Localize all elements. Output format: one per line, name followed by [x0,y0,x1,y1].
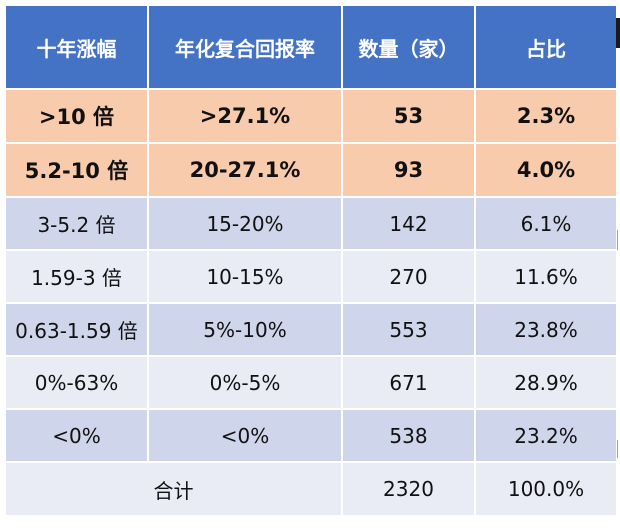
total-label: 合计 [4,461,343,517]
total-share: 100.0% [474,461,618,517]
cell-share: 4.0% [474,142,618,198]
cell-cagr: >27.1% [147,88,343,144]
cell-cagr: 0%-5% [147,355,343,410]
table-row: 5.2-10 倍 20-27.1% 93 4.0% [4,142,618,198]
total-count: 2320 [341,461,476,517]
cell-count: 93 [341,142,476,198]
cell-count: 270 [341,249,476,304]
cell-share: 28.9% [474,355,618,410]
cell-count: 538 [341,408,476,463]
cell-share: 23.8% [474,302,618,357]
cell-count: 142 [341,196,476,251]
cell-count: 671 [341,355,476,410]
cell-share: 6.1% [474,196,618,251]
table-row: 3-5.2 倍 15-20% 142 6.1% [4,196,618,251]
table-row: 0%-63% 0%-5% 671 28.9% [4,355,618,410]
total-row: 合计 2320 100.0% [4,461,618,517]
header-annualized-cagr: 年化复合回报率 [147,4,343,90]
cell-cagr: <0% [147,408,343,463]
edge-tick [617,440,618,458]
table-row: <0% <0% 538 23.2% [4,408,618,463]
returns-table-container: 十年涨幅 年化复合回报率 数量（家） 占比 >10 倍 >27.1% 53 2.… [4,4,618,517]
cell-share: 11.6% [474,249,618,304]
cell-range: 5.2-10 倍 [4,142,149,198]
cell-range: <0% [4,408,149,463]
cell-count: 53 [341,88,476,144]
cell-range: 0.63-1.59 倍 [4,302,149,357]
header-ten-year-gain: 十年涨幅 [4,4,149,90]
cell-range: 0%-63% [4,355,149,410]
header-share: 占比 [474,4,618,90]
cell-cagr: 5%-10% [147,302,343,357]
cell-cagr: 10-15% [147,249,343,304]
cell-share: 2.3% [474,88,618,144]
cell-range: 3-5.2 倍 [4,196,149,251]
edge-marker [616,18,620,48]
header-count: 数量（家） [341,4,476,90]
cell-cagr: 15-20% [147,196,343,251]
table-row: 0.63-1.59 倍 5%-10% 553 23.8% [4,302,618,357]
cell-count: 553 [341,302,476,357]
cell-range: >10 倍 [4,88,149,144]
header-row: 十年涨幅 年化复合回报率 数量（家） 占比 [4,4,618,90]
table-row: >10 倍 >27.1% 53 2.3% [4,88,618,144]
edge-tick [617,230,618,250]
returns-distribution-table: 十年涨幅 年化复合回报率 数量（家） 占比 >10 倍 >27.1% 53 2.… [4,4,618,517]
cell-range: 1.59-3 倍 [4,249,149,304]
cell-cagr: 20-27.1% [147,142,343,198]
table-row: 1.59-3 倍 10-15% 270 11.6% [4,249,618,304]
cell-share: 23.2% [474,408,618,463]
